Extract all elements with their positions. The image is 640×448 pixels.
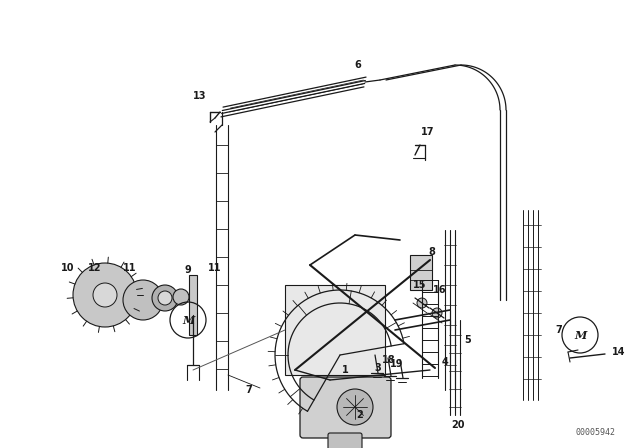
Polygon shape — [189, 275, 197, 335]
Circle shape — [432, 308, 442, 318]
Text: 18: 18 — [382, 355, 396, 365]
Text: 2: 2 — [356, 410, 364, 420]
Text: 11: 11 — [124, 263, 137, 273]
Text: 9: 9 — [184, 265, 191, 275]
Text: 15: 15 — [413, 280, 427, 290]
FancyBboxPatch shape — [328, 433, 362, 448]
Text: M: M — [182, 314, 194, 326]
Text: 16: 16 — [433, 285, 447, 295]
Text: 8: 8 — [429, 247, 435, 257]
Text: 11: 11 — [208, 263, 221, 273]
Text: M: M — [574, 329, 586, 340]
Text: 7: 7 — [245, 385, 252, 395]
Circle shape — [123, 280, 163, 320]
Circle shape — [152, 285, 178, 311]
Text: 6: 6 — [355, 60, 362, 70]
Text: 19: 19 — [390, 359, 404, 369]
Circle shape — [337, 389, 373, 425]
Circle shape — [73, 263, 137, 327]
Circle shape — [417, 298, 427, 308]
Text: 3: 3 — [374, 363, 381, 373]
Text: 10: 10 — [61, 263, 75, 273]
FancyBboxPatch shape — [300, 377, 391, 438]
Text: 20: 20 — [451, 420, 465, 430]
Text: 13: 13 — [193, 91, 207, 101]
Text: 17: 17 — [421, 127, 435, 137]
Text: 1: 1 — [342, 365, 348, 375]
Circle shape — [158, 291, 172, 305]
Text: 4: 4 — [442, 357, 449, 367]
Text: 00005942: 00005942 — [575, 427, 615, 436]
Text: 12: 12 — [88, 263, 102, 273]
Text: 7: 7 — [555, 325, 562, 335]
Circle shape — [173, 289, 189, 305]
Text: 5: 5 — [464, 335, 471, 345]
Text: 14: 14 — [612, 347, 625, 357]
Bar — [285, 285, 385, 375]
Bar — [410, 255, 432, 290]
Circle shape — [93, 283, 117, 307]
